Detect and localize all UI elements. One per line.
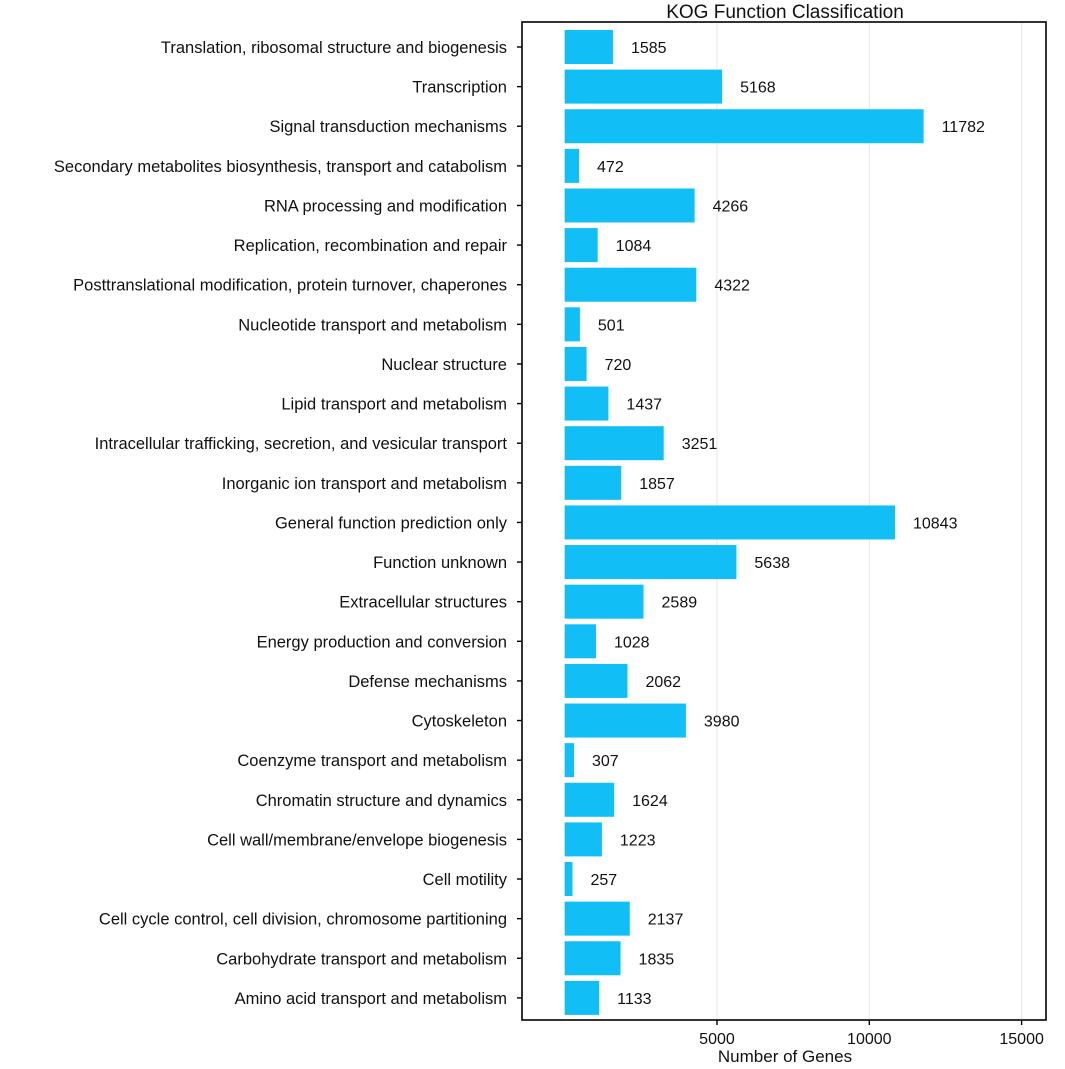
category-label: Cell motility xyxy=(423,871,508,889)
bar xyxy=(564,386,609,421)
category-label: Cell cycle control, cell division, chrom… xyxy=(99,911,507,929)
bar xyxy=(564,30,613,64)
chart-title: KOG Function Classification xyxy=(666,2,904,23)
category-label: Extracellular structures xyxy=(339,594,507,612)
category-label: Translation, ribosomal structure and bio… xyxy=(161,39,507,57)
bar-value-label: 1857 xyxy=(639,476,675,493)
bar-value-label: 3980 xyxy=(704,714,740,731)
category-label: Defense mechanisms xyxy=(348,673,507,691)
bar xyxy=(564,822,602,857)
x-axis-label: Number of Genes xyxy=(718,1047,852,1064)
bar-value-label: 720 xyxy=(605,357,632,374)
bar xyxy=(564,663,628,698)
category-label: Signal transduction mechanisms xyxy=(269,118,507,136)
bar xyxy=(564,941,621,976)
category-label: Secondary metabolites biosynthesis, tran… xyxy=(54,158,507,176)
bar xyxy=(564,148,580,183)
bar-value-label: 2137 xyxy=(648,912,684,929)
bar xyxy=(564,505,895,540)
category-label: Lipid transport and metabolism xyxy=(281,396,507,414)
bar-value-label: 1437 xyxy=(626,397,662,414)
bar-value-label: 472 xyxy=(597,159,624,176)
bar xyxy=(564,624,596,659)
category-label: Chromatin structure and dynamics xyxy=(256,792,507,810)
x-tick-labels: 5000 10000 15000 xyxy=(699,1020,1044,1048)
category-label: Replication, recombination and repair xyxy=(234,237,508,255)
bar xyxy=(564,743,575,778)
plot-frame xyxy=(521,21,1047,1021)
x-tick-label: 5000 xyxy=(699,1031,735,1048)
category-label: Intracellular trafficking, secretion, an… xyxy=(95,435,508,453)
bar xyxy=(564,862,573,897)
category-label: Amino acid transport and metabolism xyxy=(235,990,507,1008)
category-label: Cell wall/membrane/envelope biogenesis xyxy=(207,831,507,849)
bar-value-label: 4266 xyxy=(713,198,749,215)
category-label: Function unknown xyxy=(373,554,507,572)
bar-value-label: 1585 xyxy=(631,40,667,57)
bar-value-label: 10843 xyxy=(913,515,958,532)
bar xyxy=(564,901,630,936)
bar-value-label: 307 xyxy=(592,753,619,770)
category-label: Transcription xyxy=(412,79,507,97)
category-label: Nuclear structure xyxy=(381,356,507,374)
bar xyxy=(564,188,695,223)
category-label: RNA processing and modification xyxy=(264,197,507,215)
bar-value-label: 2589 xyxy=(662,595,698,612)
bar-value-label: 1084 xyxy=(616,238,652,255)
bar-value-label: 501 xyxy=(598,317,625,334)
bar xyxy=(564,584,644,619)
bar-value-label: 1835 xyxy=(639,951,675,968)
category-label: Inorganic ion transport and metabolism xyxy=(222,475,507,493)
bar-value-label: 1624 xyxy=(632,793,668,810)
bar-value-label: 2062 xyxy=(645,674,681,691)
bar-value-label: 257 xyxy=(590,872,617,889)
bar-value-label: 11782 xyxy=(942,119,985,136)
bar-value-label: 1223 xyxy=(620,832,656,849)
value-labels: 1585 5168 11782 472 4266 1084 4322 501 720 1437 32… xyxy=(590,40,985,1008)
bar xyxy=(564,426,664,461)
x-tick-label: 15000 xyxy=(999,1031,1044,1048)
y-tick-labels: Translation, ribosomal structure and bio… xyxy=(54,39,522,1008)
bar-value-label: 5168 xyxy=(740,80,776,97)
category-label: General function prediction only xyxy=(275,514,508,532)
bar-value-label: 1028 xyxy=(614,634,650,651)
category-label: Posttranslational modification, protein … xyxy=(73,277,507,295)
category-label: Cytoskeleton xyxy=(412,713,507,731)
category-label: Energy production and conversion xyxy=(257,633,507,651)
bar xyxy=(564,545,737,580)
category-label: Coenzyme transport and metabolism xyxy=(237,752,507,770)
bar xyxy=(564,346,587,381)
bar xyxy=(564,307,580,342)
bar-value-label: 3251 xyxy=(682,436,718,453)
bar xyxy=(564,267,697,302)
category-label: Carbohydrate transport and metabolism xyxy=(216,950,507,968)
bar xyxy=(564,69,723,104)
bar xyxy=(564,228,598,263)
bar xyxy=(564,465,622,500)
category-label: Nucleotide transport and metabolism xyxy=(238,316,507,334)
bar-value-label: 5638 xyxy=(754,555,790,572)
x-tick-label: 10000 xyxy=(847,1031,892,1048)
bar xyxy=(564,703,686,738)
bar xyxy=(564,109,924,144)
bar xyxy=(564,980,600,1015)
bars xyxy=(564,30,924,1015)
bar-value-label: 1133 xyxy=(617,991,652,1008)
bar xyxy=(564,782,615,817)
bar-value-label: 4322 xyxy=(714,278,750,295)
